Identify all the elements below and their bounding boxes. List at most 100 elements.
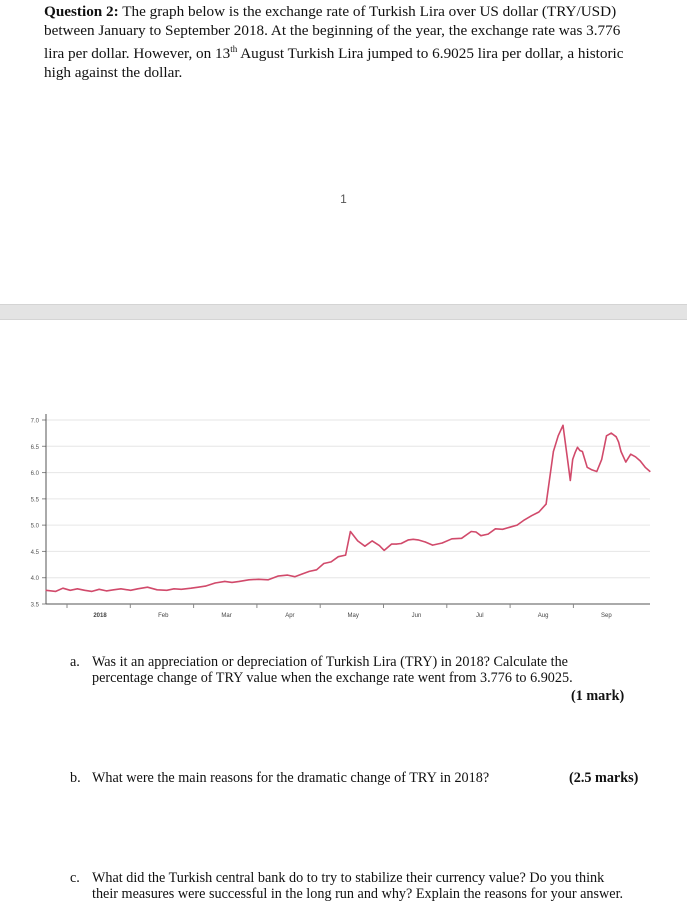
data-point [214, 582, 216, 584]
sub-question-b-text: What were the main reasons for the drama… [92, 770, 490, 786]
data-point [579, 449, 581, 452]
data-point [231, 581, 233, 584]
data-point [156, 589, 158, 591]
x-tick-label: 2018 [93, 613, 107, 619]
data-point [258, 578, 260, 580]
data-point [620, 450, 622, 453]
data-point [610, 432, 612, 434]
data-point [552, 450, 554, 453]
data-point [441, 542, 443, 544]
data-point [301, 573, 303, 575]
data-point [572, 458, 574, 461]
question-text-end: August Turkish Lira jumped to 6.9025 lir… [44, 45, 624, 82]
data-point [591, 469, 593, 471]
y-tick-label: 3.5 [31, 603, 40, 609]
data-point [294, 576, 296, 578]
data-point [84, 589, 86, 591]
data-point [586, 466, 588, 468]
sub-question-b-letter: b. [70, 770, 81, 786]
data-point [287, 574, 289, 576]
data-point [545, 503, 547, 505]
x-tick-label: Jun [412, 613, 422, 619]
data-point [349, 530, 352, 533]
data-point [224, 580, 226, 582]
data-point [137, 588, 139, 590]
data-point [596, 470, 598, 473]
data-point [248, 579, 250, 581]
x-tick-label: Jul [476, 613, 484, 619]
data-point [502, 528, 504, 530]
data-point [509, 526, 511, 528]
data-point [308, 570, 310, 573]
data-point [480, 535, 482, 537]
sub-question-a-line2: percentage change of TRY value when the … [92, 670, 573, 686]
series-line [45, 424, 651, 593]
data-point [364, 545, 366, 547]
data-point [315, 569, 318, 571]
data-point [569, 479, 571, 482]
data-point [180, 588, 182, 590]
data-point [330, 561, 332, 563]
data-point [267, 579, 269, 581]
data-point [630, 453, 632, 455]
data-point [615, 436, 617, 438]
data-point [460, 537, 463, 539]
data-point [407, 539, 409, 541]
data-point [475, 531, 477, 533]
sub-question-c-line2: their measures were successful in the lo… [92, 886, 624, 902]
data-point [395, 543, 397, 545]
sub-question-c-text: What did the Turkish central bank do to … [92, 870, 623, 902]
sub-question-a-line1: Was it an appreciation or depreciation o… [92, 654, 568, 670]
sub-question-a-letter: a. [70, 654, 80, 670]
data-point [567, 461, 569, 463]
y-tick-label: 6.0 [31, 471, 40, 477]
y-tick-label: 4.5 [31, 550, 40, 556]
data-point [562, 424, 564, 426]
y-tick-label: 5.0 [31, 524, 40, 530]
data-point [323, 562, 325, 565]
data-point [424, 541, 426, 543]
data-point [76, 588, 79, 590]
data-point [62, 587, 64, 589]
data-point [69, 589, 71, 591]
data-point [574, 451, 576, 454]
data-point [581, 450, 583, 453]
data-point [634, 456, 637, 458]
data-point [649, 470, 651, 473]
data-point [190, 587, 192, 589]
data-point [113, 589, 115, 591]
data-point [357, 540, 359, 542]
data-point [129, 589, 132, 591]
data-point [98, 588, 100, 590]
question-superscript: th [230, 44, 238, 54]
data-point [337, 556, 339, 558]
data-point [487, 533, 489, 535]
y-tick-label: 7.0 [31, 419, 40, 425]
data-point [383, 549, 385, 551]
data-point [173, 588, 175, 590]
page-break-bar [0, 304, 687, 320]
sub-question-a-text: Was it an appreciation or depreciation o… [92, 654, 573, 686]
question-intro: Question 2: The graph below is the excha… [44, 2, 644, 82]
data-point [105, 590, 107, 592]
data-point [576, 446, 579, 448]
sub-question-c-line1: What did the Turkish central bank do to … [92, 870, 605, 886]
data-point [417, 539, 419, 541]
data-point [204, 585, 207, 587]
question-label: Question 2: [44, 3, 119, 20]
data-point [523, 519, 525, 521]
data-point [238, 580, 240, 582]
data-point [197, 586, 199, 588]
data-point [45, 589, 47, 591]
data-point [412, 538, 414, 540]
sub-question-c-letter: c. [70, 870, 80, 886]
data-point [617, 441, 620, 443]
data-point [531, 515, 533, 517]
data-point [146, 586, 149, 588]
data-point [625, 461, 627, 463]
data-point [378, 545, 381, 547]
data-point [120, 588, 122, 590]
y-tick-label: 4.0 [31, 576, 40, 582]
data-point [277, 575, 279, 577]
data-point [557, 435, 559, 437]
